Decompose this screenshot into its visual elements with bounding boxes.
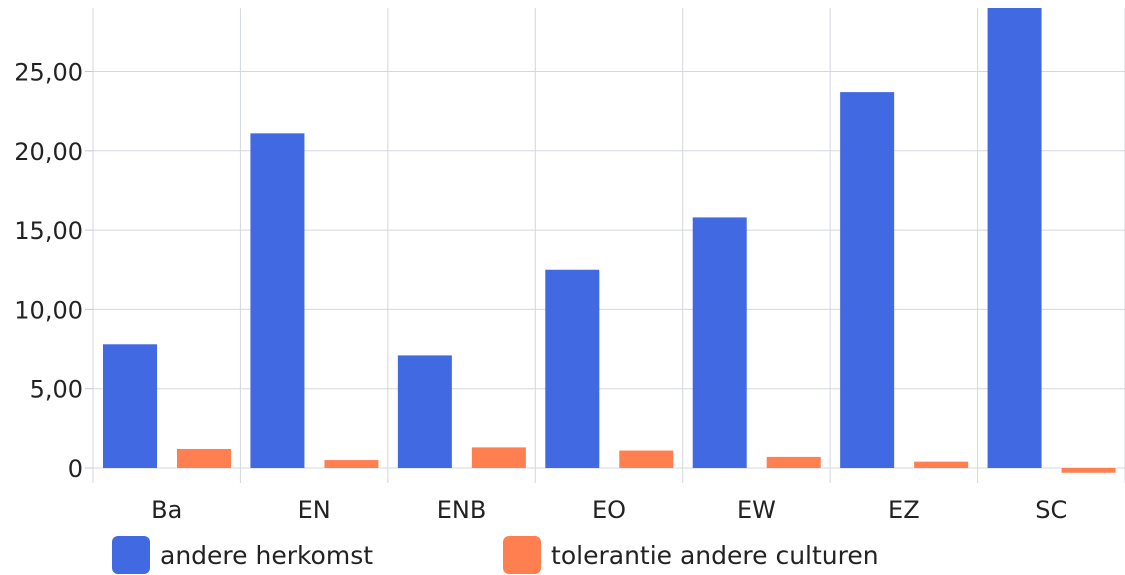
bar-SC-series-0[interactable] xyxy=(987,8,1042,468)
bar-EW-series-1[interactable] xyxy=(766,456,821,468)
legend-item-tolerantie[interactable]: tolerantie andere culturen xyxy=(503,536,879,574)
y-tick-label: 20,00 xyxy=(14,138,83,166)
bar-EZ-series-0[interactable] xyxy=(840,92,895,469)
y-tick-label: 10,00 xyxy=(14,296,83,324)
bar-EN-series-1[interactable] xyxy=(324,460,379,468)
bar-ENB-series-0[interactable] xyxy=(397,355,452,468)
bar-EO-series-0[interactable] xyxy=(545,269,600,468)
legend: andere herkomst tolerantie andere cultur… xyxy=(112,536,1009,574)
x-tick-label: Ba xyxy=(151,496,182,524)
legend-item-andere-herkomst[interactable]: andere herkomst xyxy=(112,536,373,574)
x-tick-label: ENB xyxy=(437,496,487,524)
bar-EW-series-0[interactable] xyxy=(692,217,747,468)
y-tick-label: 0 xyxy=(68,455,83,483)
bar-Ba-series-0[interactable] xyxy=(103,344,157,468)
legend-swatch-tolerantie xyxy=(503,536,542,574)
bar-EN-series-0[interactable] xyxy=(250,133,305,468)
legend-label-tolerantie: tolerantie andere culturen xyxy=(551,540,879,570)
legend-label-andere-herkomst: andere herkomst xyxy=(160,540,374,570)
x-tick-label: EZ xyxy=(888,496,920,524)
bars xyxy=(103,8,1116,473)
bar-EZ-series-1[interactable] xyxy=(914,461,969,468)
y-tick-label: 25,00 xyxy=(14,59,83,87)
bar-ENB-series-1[interactable] xyxy=(471,447,526,468)
y-tick-label: 5,00 xyxy=(30,376,83,404)
x-tick-label: EO xyxy=(592,496,626,524)
x-tick-label: EN xyxy=(298,496,331,524)
bar-EO-series-1[interactable] xyxy=(619,450,674,468)
y-tick-label: 15,00 xyxy=(14,217,83,245)
x-tick-label: SC xyxy=(1035,496,1067,524)
x-tick-label: EW xyxy=(737,496,776,524)
bar-chart: 0 5,00 10,00 15,00 20,00 25,00 Ba EN ENB EO EW EZ SC xyxy=(14,8,1125,525)
bar-SC-series-1[interactable] xyxy=(1061,468,1116,473)
legend-swatch-andere-herkomst xyxy=(112,536,150,574)
axes: 0 5,00 10,00 15,00 20,00 25,00 Ba EN ENB EO EW EZ SC xyxy=(14,59,1067,525)
grid-lines xyxy=(92,8,1125,483)
bar-Ba-series-1[interactable] xyxy=(177,448,231,468)
